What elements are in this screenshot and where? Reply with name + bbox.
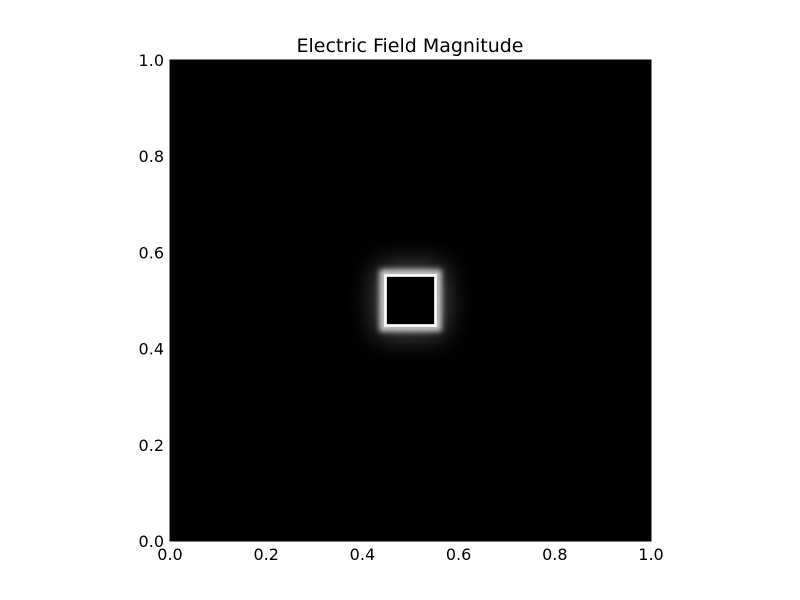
x-tick-label: 1.0 [638, 545, 663, 564]
heatmap-plot-area [169, 59, 652, 542]
x-tick-label: 0.2 [253, 545, 278, 564]
conductor-square [386, 276, 435, 325]
y-axis: 0.0 0.2 0.4 0.6 0.8 1.0 [139, 51, 164, 551]
y-tick-label: 1.0 [139, 51, 164, 70]
y-tick-label: 0.0 [139, 532, 164, 551]
x-tick-label: 0.8 [542, 545, 567, 564]
axes-frame [169, 59, 652, 542]
field-edge-glow [379, 269, 442, 332]
field-peak-edge [384, 274, 437, 327]
y-tick-label: 0.8 [139, 147, 164, 166]
field-glow [376, 266, 445, 335]
x-axis: 0.0 0.2 0.4 0.6 0.8 1.0 [157, 545, 663, 564]
x-tick-label: 0.0 [157, 545, 182, 564]
y-tick-label: 0.6 [139, 243, 164, 262]
chart-title: Electric Field Magnitude [297, 35, 524, 57]
x-tick-label: 0.6 [446, 545, 471, 564]
y-tick-label: 0.2 [139, 436, 164, 455]
y-tick-label: 0.4 [139, 340, 164, 359]
x-tick-label: 0.4 [350, 545, 375, 564]
